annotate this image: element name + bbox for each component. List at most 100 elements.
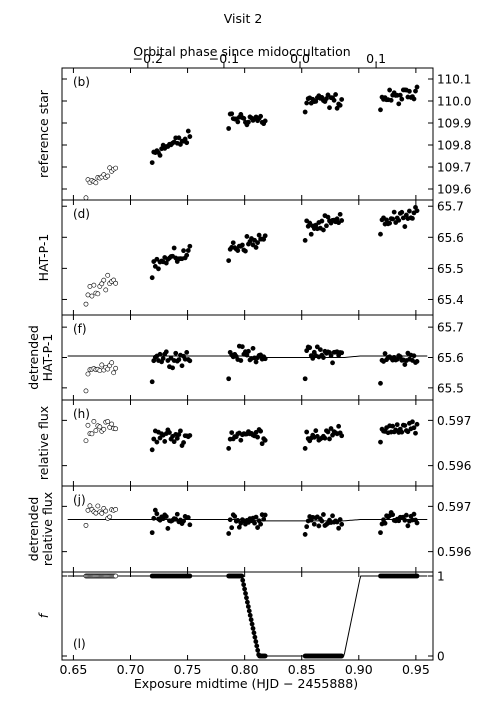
data-point xyxy=(411,353,417,359)
data-point xyxy=(101,426,107,432)
data-point xyxy=(378,380,383,386)
y-axis-label: HAT-P-1 xyxy=(40,334,55,382)
data-point xyxy=(319,518,325,524)
data-point xyxy=(235,517,241,523)
data-point xyxy=(387,87,393,93)
data-point xyxy=(113,165,119,171)
panel-d: 65.4 65.5 65.6 65.7 (d) HAT-P-1 xyxy=(36,199,464,316)
data-point xyxy=(414,208,420,214)
data-point xyxy=(165,526,171,531)
data-point xyxy=(246,119,251,125)
panel-frame xyxy=(61,485,434,573)
data-point xyxy=(399,96,405,102)
panel-label: (l) xyxy=(73,637,86,651)
model-point xyxy=(262,653,268,659)
panel-frame xyxy=(61,571,434,661)
data-point xyxy=(85,292,91,298)
panel-f: 65.5 65.6 65.7 (f) detrended HAT-P-1 xyxy=(26,314,464,401)
model-point xyxy=(255,647,261,653)
data-point xyxy=(304,100,310,106)
y-tick-label: 0 xyxy=(437,650,445,664)
y-tick-label: 0.597 xyxy=(437,500,471,514)
data-point xyxy=(93,428,99,433)
data-point xyxy=(262,512,268,518)
data-point xyxy=(261,516,267,522)
data-point xyxy=(334,519,340,525)
data-point xyxy=(255,525,260,530)
data-point xyxy=(321,512,326,517)
data-point xyxy=(168,355,174,361)
panel-l: 0 1 (l) f xyxy=(36,570,445,664)
model-point xyxy=(414,573,420,579)
model-point xyxy=(241,582,247,588)
data-point xyxy=(156,266,161,272)
data-point xyxy=(111,370,117,376)
x-tick-label: 0.90 xyxy=(345,662,373,677)
data-point xyxy=(187,433,193,438)
model-point xyxy=(250,626,256,631)
data-point xyxy=(390,512,396,518)
data-point xyxy=(157,152,163,158)
data-point xyxy=(402,224,408,229)
data-point xyxy=(151,259,157,264)
model-point xyxy=(242,586,247,592)
top-tick-label: −0.2 xyxy=(133,51,163,66)
data-point xyxy=(238,358,244,363)
x-tick-label: 0.70 xyxy=(117,662,145,677)
data-point xyxy=(405,429,411,435)
model-point xyxy=(339,653,345,659)
data-point xyxy=(387,220,393,226)
data-point xyxy=(176,357,182,363)
data-point xyxy=(241,116,247,121)
y-axis-label: f xyxy=(36,612,51,618)
data-point xyxy=(336,525,342,531)
panel-label: (f) xyxy=(73,322,87,336)
panel-frame xyxy=(61,399,434,487)
data-point xyxy=(227,517,233,523)
panel-j: 0.596 0.597 (j) detrended relative flux xyxy=(26,485,471,573)
data-point xyxy=(226,446,232,451)
data-point xyxy=(239,242,245,248)
data-point xyxy=(407,88,412,94)
model-point xyxy=(254,643,260,649)
data-point xyxy=(302,532,308,537)
y-tick-label: 109.9 xyxy=(437,117,471,131)
data-point xyxy=(378,107,383,113)
data-point xyxy=(83,195,89,201)
data-point xyxy=(378,530,383,536)
panel-frame xyxy=(61,199,434,316)
data-point xyxy=(246,348,251,354)
data-point xyxy=(226,258,232,264)
data-point xyxy=(184,252,190,258)
data-point xyxy=(184,140,190,146)
data-point xyxy=(173,516,179,522)
data-point xyxy=(410,419,415,425)
data-point xyxy=(235,248,241,253)
data-point xyxy=(394,422,400,428)
data-point xyxy=(103,287,109,293)
data-point xyxy=(410,216,415,221)
y-tick-label: 65.4 xyxy=(437,293,464,307)
data-point xyxy=(83,301,89,307)
top-tick-label: 0.1 xyxy=(366,51,386,66)
x-tick-label: 0.75 xyxy=(174,662,202,677)
data-point xyxy=(97,368,103,373)
data-point xyxy=(93,180,99,186)
data-point xyxy=(328,353,334,359)
data-point xyxy=(187,358,193,364)
data-point xyxy=(109,360,115,366)
data-point xyxy=(179,363,185,369)
data-point xyxy=(253,359,259,365)
data-point xyxy=(307,220,313,226)
data-point xyxy=(176,135,182,141)
data-point xyxy=(393,427,399,433)
data-point xyxy=(313,428,319,434)
data-point xyxy=(339,521,345,527)
y-tick-label: 110.1 xyxy=(437,73,471,87)
model-point xyxy=(244,595,249,601)
data-point xyxy=(413,88,418,94)
data-point xyxy=(388,97,394,103)
data-point xyxy=(382,520,388,526)
data-point xyxy=(411,425,417,431)
data-point xyxy=(328,426,334,431)
